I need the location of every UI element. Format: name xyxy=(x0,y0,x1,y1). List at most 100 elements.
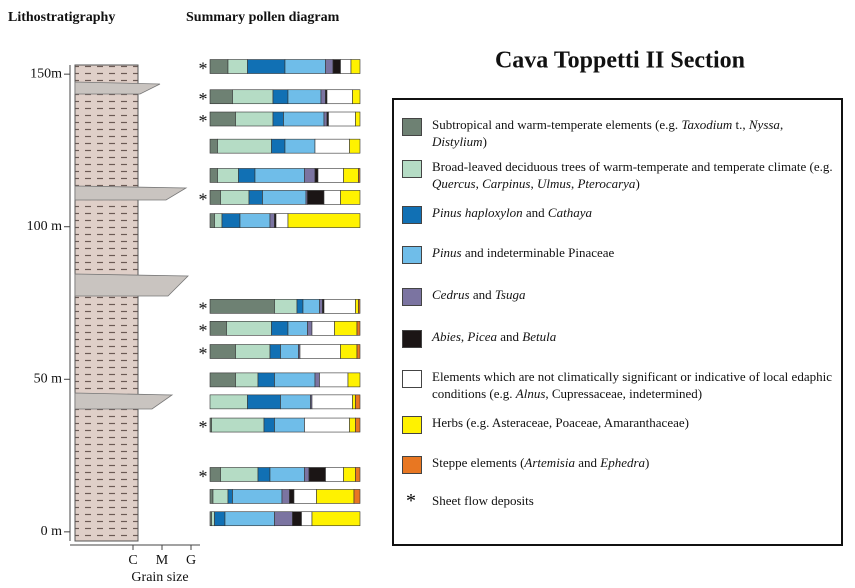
legend-label: Elements which are not climatically sign… xyxy=(432,368,837,402)
bar-segment xyxy=(303,299,320,313)
bar-segment xyxy=(263,190,307,204)
legend-swatch xyxy=(402,416,422,434)
bar-segment xyxy=(326,467,344,481)
bar-segment xyxy=(270,467,305,481)
bar-segment xyxy=(312,395,353,409)
bar-segment xyxy=(300,345,341,359)
page: Lithostratigraphy Summary pollen diagram… xyxy=(0,0,855,588)
diagram-title: Summary pollen diagram xyxy=(186,10,340,25)
bar-segment xyxy=(350,139,361,153)
bar-segment xyxy=(281,345,299,359)
bar-segment xyxy=(359,168,361,182)
y-tick-label: 150m xyxy=(30,66,62,81)
bar-segment xyxy=(248,60,286,74)
bar-segment xyxy=(356,418,361,432)
bar-segment xyxy=(324,190,341,204)
bar-segment xyxy=(215,512,226,526)
legend-label: Pinus haploxylon and Cathaya xyxy=(432,204,837,221)
bar-segment xyxy=(210,467,221,481)
bar-segment xyxy=(222,214,240,228)
bar-segment xyxy=(210,345,236,359)
bar-segment xyxy=(356,395,361,409)
bar-segment xyxy=(273,112,284,126)
bar-segment xyxy=(272,139,286,153)
legend-label: Sheet flow deposits xyxy=(432,492,837,509)
bar-segment xyxy=(212,418,265,432)
bar-segment xyxy=(282,489,290,503)
legend-swatch xyxy=(402,288,422,306)
sheet-flow-marker: * xyxy=(199,89,208,109)
bar-segment xyxy=(210,373,236,387)
bar-segment xyxy=(258,467,270,481)
bar-segment xyxy=(351,60,360,74)
bar-segment xyxy=(308,321,313,335)
sheet-flow-marker: * xyxy=(199,190,208,210)
bar-segment xyxy=(210,214,215,228)
bar-segment xyxy=(324,299,356,313)
legend-label: Abies, Picea and Betula xyxy=(432,328,837,345)
bar-segment xyxy=(225,512,275,526)
y-tick-label: 50 m xyxy=(34,372,63,387)
bar-segment xyxy=(264,418,275,432)
bar-segment xyxy=(288,321,308,335)
bar-segment xyxy=(359,299,361,313)
bar-segment xyxy=(293,512,302,526)
bar-segment xyxy=(273,90,288,104)
bar-segment xyxy=(309,467,326,481)
bar-segment xyxy=(249,190,263,204)
grain-size-tick-label: M xyxy=(156,553,169,568)
bar-segment xyxy=(305,418,350,432)
conglomerate-lens xyxy=(75,186,186,200)
bar-segment xyxy=(288,214,360,228)
bar-segment xyxy=(213,489,228,503)
sheet-flow-marker: * xyxy=(199,111,208,131)
bar-segment xyxy=(239,168,256,182)
bar-segment xyxy=(344,467,356,481)
bar-segment xyxy=(321,90,326,104)
sheet-flow-marker: * xyxy=(199,467,208,487)
legend-label: Cedrus and Tsuga xyxy=(432,286,837,303)
bar-segment xyxy=(276,214,288,228)
bar-segment xyxy=(320,373,349,387)
bar-segment xyxy=(210,489,213,503)
y-tick-label: 100 m xyxy=(27,219,63,234)
bar-segment xyxy=(341,190,361,204)
bar-segment xyxy=(210,395,248,409)
sheet-flow-marker: * xyxy=(199,298,208,318)
sheet-flow-marker: * xyxy=(199,59,208,79)
bar-segment xyxy=(233,90,274,104)
bar-segment xyxy=(302,512,313,526)
legend-swatch xyxy=(402,370,422,388)
legend-symbol: * xyxy=(406,490,416,512)
lithology-column xyxy=(75,65,138,541)
bar-segment xyxy=(227,321,272,335)
bar-segment xyxy=(210,139,218,153)
bar-segment xyxy=(335,321,358,335)
grain-size-tick-label: C xyxy=(128,553,137,568)
bar-segment xyxy=(317,489,355,503)
bar-segment xyxy=(357,345,360,359)
bar-segment xyxy=(305,168,316,182)
bar-segment xyxy=(327,90,353,104)
legend-swatch xyxy=(402,206,422,224)
bar-segment xyxy=(356,112,361,126)
bar-segment xyxy=(255,168,305,182)
bar-segment xyxy=(356,467,361,481)
bar-segment xyxy=(236,373,259,387)
bar-segment xyxy=(284,112,325,126)
legend-swatch xyxy=(402,330,422,348)
bar-segment xyxy=(281,395,311,409)
bar-segment xyxy=(270,214,275,228)
bar-segment xyxy=(308,190,325,204)
bar-segment xyxy=(318,168,344,182)
bar-segment xyxy=(312,512,360,526)
bar-segment xyxy=(333,60,341,74)
bar-segment xyxy=(233,489,283,503)
grain-size-label: Grain size xyxy=(131,570,188,585)
bar-segment xyxy=(315,139,350,153)
bar-segment xyxy=(353,395,356,409)
bar-segment xyxy=(210,168,218,182)
bar-segment xyxy=(240,214,270,228)
bar-segment xyxy=(329,112,356,126)
bar-segment xyxy=(210,112,236,126)
